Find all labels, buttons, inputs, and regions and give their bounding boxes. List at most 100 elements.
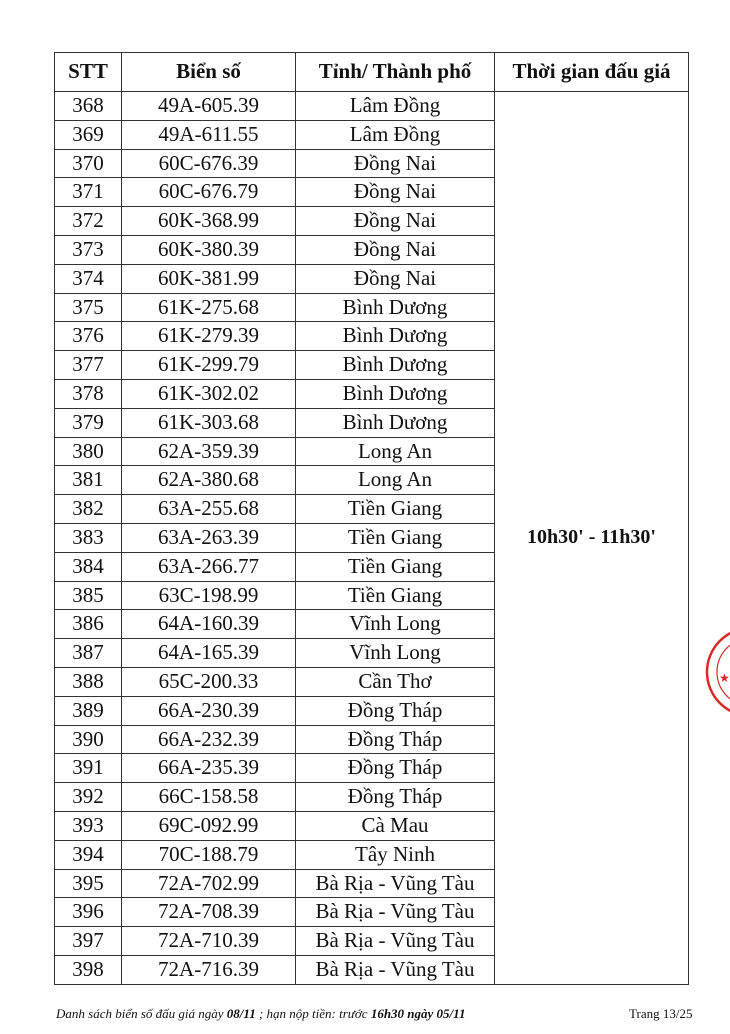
red-seal-stamp: ★	[705, 631, 730, 713]
cell-stt: 388	[54, 666, 122, 697]
cell-plate: 61K-303.68	[121, 407, 296, 438]
cell-stt: 394	[54, 839, 122, 870]
table-row: 374 60K-381.99 Đồng Nai	[54, 263, 689, 294]
table-row: 397 72A-710.39 Bà Rịa - Vũng Tàu	[54, 926, 689, 956]
cell-plate: 66C-158.58	[121, 782, 296, 812]
table-row: 377 61K-299.79 Bình Dương	[54, 350, 689, 380]
cell-stt: 383	[54, 522, 122, 553]
cell-stt: 378	[54, 378, 122, 409]
cell-plate: 60K-368.99	[121, 206, 296, 236]
cell-plate: 49A-611.55	[121, 119, 296, 150]
cell-province: Bà Rịa - Vũng Tàu	[295, 868, 495, 899]
cell-stt: 391	[54, 753, 122, 784]
cell-stt: 380	[54, 436, 122, 467]
cell-plate: 60C-676.39	[121, 148, 296, 179]
table-row: 375 61K-275.68 Bình Dương	[54, 292, 689, 323]
cell-plate: 61K-299.79	[121, 350, 296, 380]
table-row: 371 60C-676.79 Đồng Nai	[54, 177, 689, 208]
header-time: Thời gian đấu giá	[494, 52, 689, 92]
cell-province: Tiền Giang	[295, 580, 495, 611]
footer-note: Danh sách biển số đấu giá ngày 08/11 ; h…	[56, 1006, 465, 1022]
cell-stt: 385	[54, 580, 122, 611]
cell-plate: 63A-263.39	[121, 522, 296, 553]
table-row: 398 72A-716.39 Bà Rịa - Vũng Tàu	[54, 954, 689, 985]
table-row: 388 65C-200.33 Cần Thơ	[54, 666, 689, 697]
cell-stt: 371	[54, 177, 122, 208]
cell-stt: 382	[54, 494, 122, 524]
cell-province: Đồng Nai	[295, 148, 495, 179]
cell-stt: 398	[54, 954, 122, 985]
cell-plate: 66A-230.39	[121, 695, 296, 726]
table-row: 372 60K-368.99 Đồng Nai	[54, 206, 689, 236]
cell-province: Bình Dương	[295, 350, 495, 380]
cell-auction-time: 10h30' - 11h30'	[494, 91, 689, 985]
cell-plate: 63A-266.77	[121, 551, 296, 582]
cell-stt: 384	[54, 551, 122, 582]
cell-stt: 368	[54, 91, 122, 121]
cell-plate: 61K-275.68	[121, 292, 296, 323]
cell-stt: 373	[54, 234, 122, 265]
cell-province: Đồng Tháp	[295, 753, 495, 784]
cell-province: Lâm Đồng	[295, 91, 495, 121]
cell-plate: 63A-255.68	[121, 494, 296, 524]
table-row: 382 63A-255.68 Tiền Giang	[54, 494, 689, 524]
table-row: 393 69C-092.99 Cà Mau	[54, 810, 689, 841]
cell-plate: 62A-359.39	[121, 436, 296, 467]
cell-province: Bình Dương	[295, 321, 495, 352]
cell-stt: 374	[54, 263, 122, 294]
cell-province: Bà Rịa - Vũng Tàu	[295, 897, 495, 928]
cell-plate: 64A-165.39	[121, 638, 296, 668]
cell-plate: 72A-710.39	[121, 926, 296, 956]
cell-plate: 66A-235.39	[121, 753, 296, 784]
table-row: 373 60K-380.39 Đồng Nai	[54, 234, 689, 265]
table-row: 384 63A-266.77 Tiền Giang	[54, 551, 689, 582]
cell-stt: 395	[54, 868, 122, 899]
cell-stt: 386	[54, 609, 122, 640]
footer-text: ; hạn nộp tiền: trước	[255, 1006, 371, 1021]
cell-plate: 70C-188.79	[121, 839, 296, 870]
cell-province: Vĩnh Long	[295, 609, 495, 640]
cell-stt: 396	[54, 897, 122, 928]
cell-stt: 369	[54, 119, 122, 150]
footer-deadline: 16h30 ngày 05/11	[370, 1006, 466, 1021]
cell-stt: 379	[54, 407, 122, 438]
cell-province: Đồng Nai	[295, 206, 495, 236]
cell-plate: 61K-279.39	[121, 321, 296, 352]
cell-province: Bà Rịa - Vũng Tàu	[295, 926, 495, 956]
footer-text: Danh sách biển số đấu giá ngày	[56, 1006, 227, 1021]
table-header-row: STT Biển số Tỉnh/ Thành phố Thời gian đấ…	[54, 52, 689, 92]
header-plate: Biển số	[121, 52, 296, 92]
cell-province: Đồng Nai	[295, 177, 495, 208]
cell-province: Tây Ninh	[295, 839, 495, 870]
cell-stt: 387	[54, 638, 122, 668]
cell-plate: 61K-302.02	[121, 378, 296, 409]
cell-province: Tiền Giang	[295, 551, 495, 582]
cell-plate: 69C-092.99	[121, 810, 296, 841]
cell-plate: 72A-708.39	[121, 897, 296, 928]
cell-province: Bà Rịa - Vũng Tàu	[295, 954, 495, 985]
cell-stt: 392	[54, 782, 122, 812]
cell-province: Cà Mau	[295, 810, 495, 841]
cell-province: Đồng Tháp	[295, 724, 495, 755]
table-row: 381 62A-380.68 Long An	[54, 465, 689, 496]
cell-province: Bình Dương	[295, 378, 495, 409]
cell-plate: 49A-605.39	[121, 91, 296, 121]
table-row: 390 66A-232.39 Đồng Tháp	[54, 724, 689, 755]
cell-plate: 64A-160.39	[121, 609, 296, 640]
table-row: 369 49A-611.55 Lâm Đồng	[54, 119, 689, 150]
cell-province: Vĩnh Long	[295, 638, 495, 668]
cell-plate: 60K-380.39	[121, 234, 296, 265]
cell-province: Đồng Nai	[295, 234, 495, 265]
cell-stt: 393	[54, 810, 122, 841]
cell-stt: 390	[54, 724, 122, 755]
cell-stt: 376	[54, 321, 122, 352]
cell-stt: 372	[54, 206, 122, 236]
cell-province: Lâm Đồng	[295, 119, 495, 150]
cell-stt: 381	[54, 465, 122, 496]
cell-province: Đồng Tháp	[295, 695, 495, 726]
cell-stt: 370	[54, 148, 122, 179]
table-row: 396 72A-708.39 Bà Rịa - Vũng Tàu	[54, 897, 689, 928]
table-row: 383 63A-263.39 Tiền Giang	[54, 522, 689, 553]
cell-plate: 60C-676.79	[121, 177, 296, 208]
cell-province: Cần Thơ	[295, 666, 495, 697]
